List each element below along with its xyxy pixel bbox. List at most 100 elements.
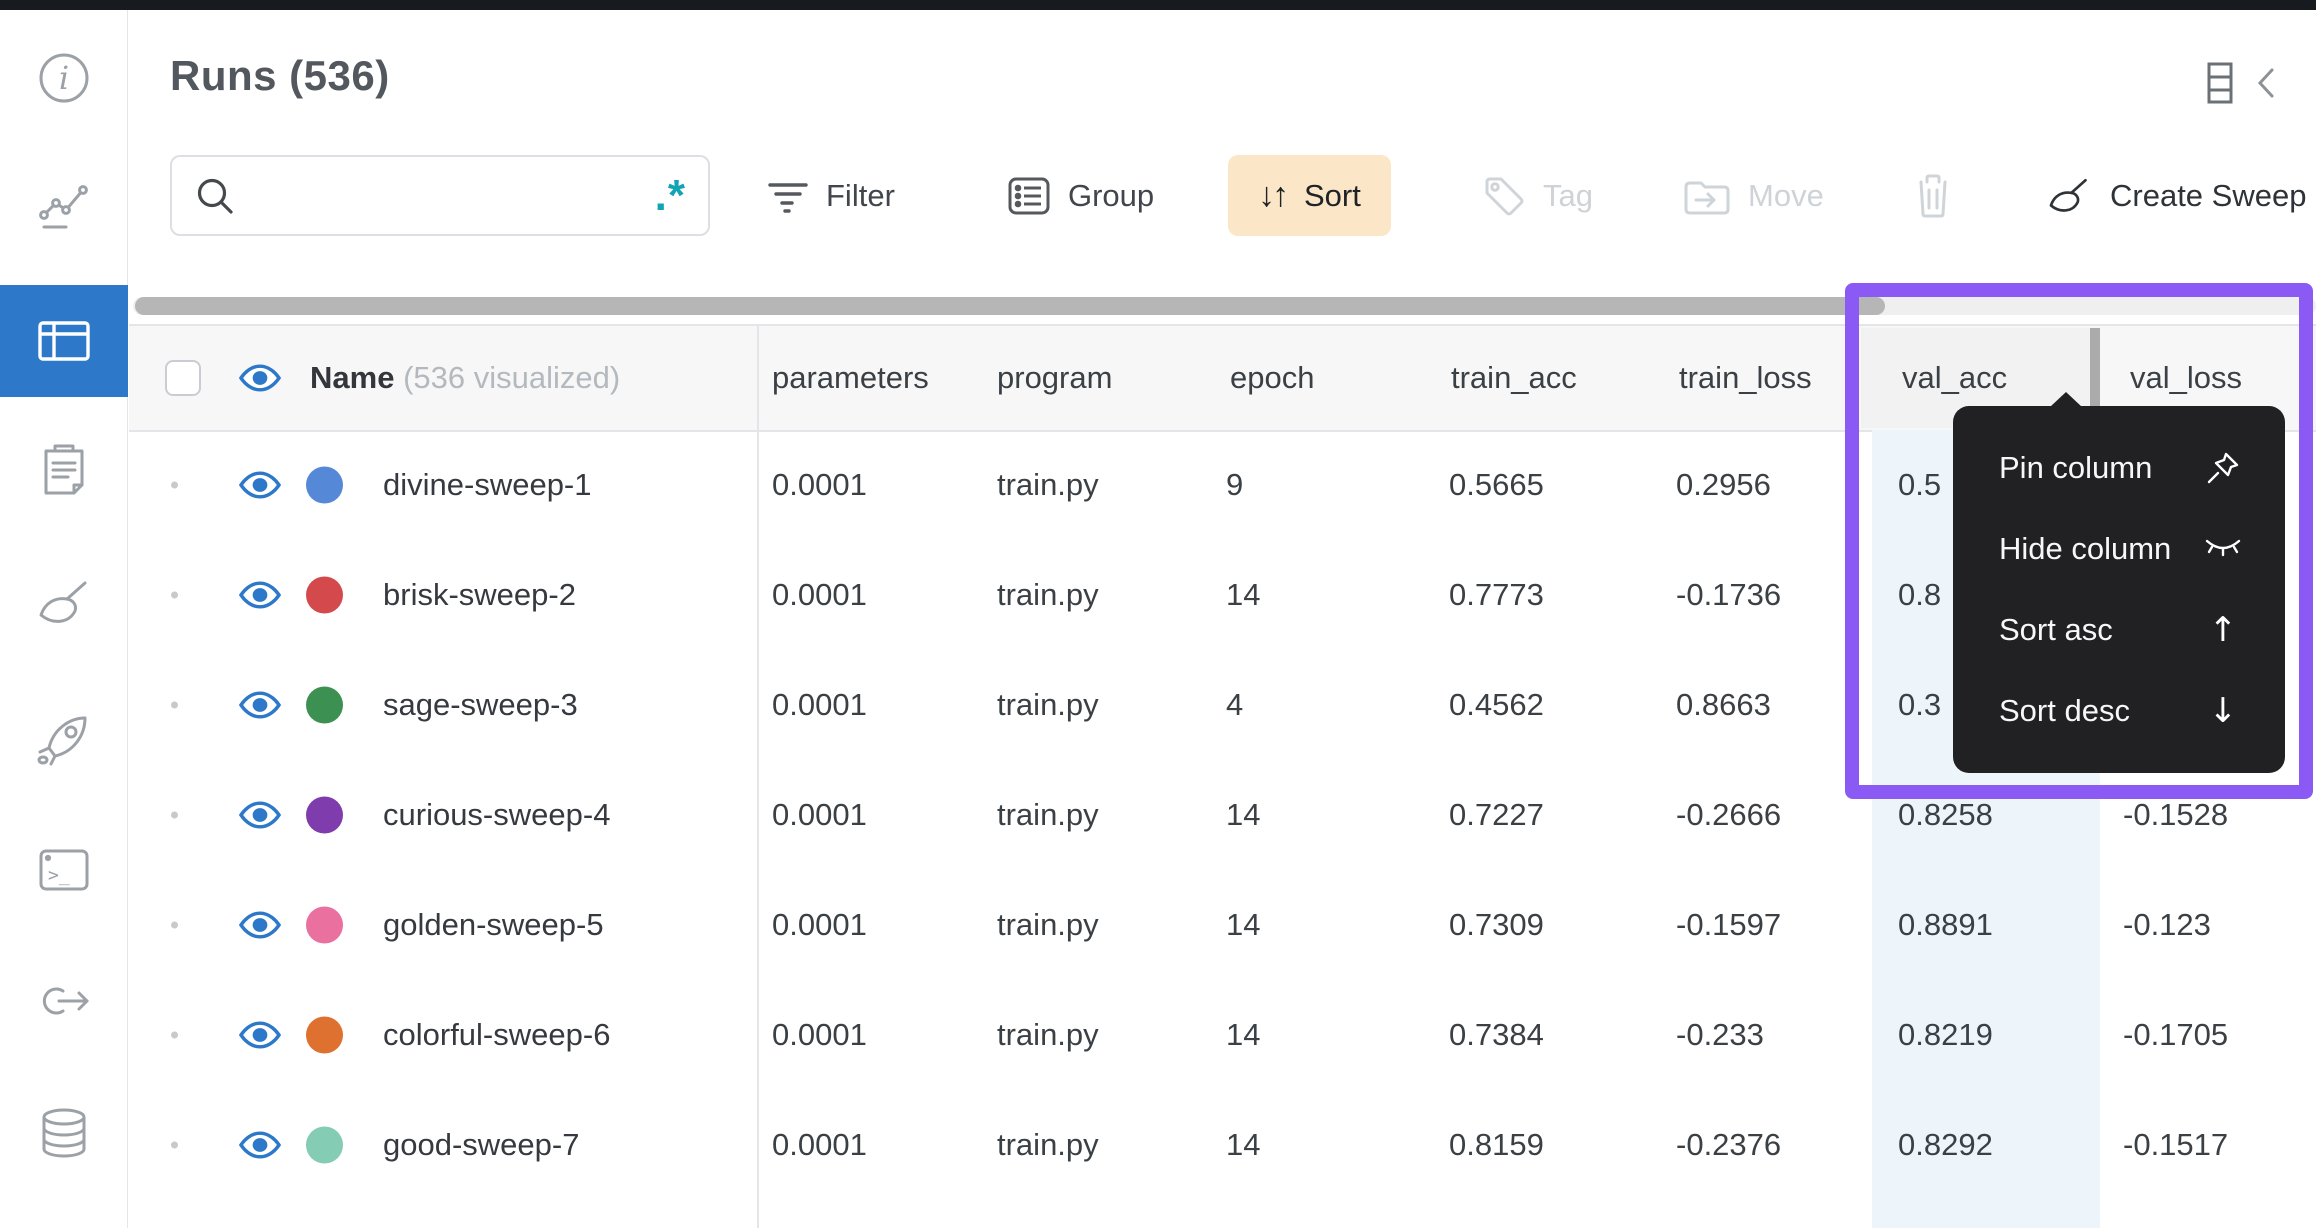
table-row[interactable]: sage-sweep-3 0.0001 train.py 4 0.4562 0.… [129, 650, 2316, 760]
table-row[interactable]: divine-sweep-1 0.0001 train.py 9 0.5665 … [129, 430, 2316, 540]
name-subtext: (536 visualized) [403, 360, 621, 395]
menu-item-sort-asc[interactable]: Sort asc ↑ [1953, 589, 2285, 670]
run-name[interactable]: good-sweep-7 [383, 1127, 580, 1162]
row-drag-handle[interactable] [171, 591, 178, 599]
sidebar-item-sweeps[interactable] [0, 548, 128, 658]
run-name[interactable]: divine-sweep-1 [383, 467, 592, 502]
search-input[interactable] [234, 165, 655, 226]
cell-program: train.py [997, 577, 1099, 612]
column-panel-icon[interactable] [2206, 62, 2234, 104]
run-color-dot[interactable] [306, 796, 343, 834]
row-drag-handle[interactable] [171, 1031, 178, 1039]
sort-button[interactable]: ↓↑ Sort [1228, 155, 1391, 236]
run-color-dot[interactable] [306, 466, 343, 504]
sidebar-item-runs-table[interactable] [0, 285, 128, 397]
sidebar-item-info[interactable]: i [0, 23, 128, 133]
cell-parameters: 0.0001 [772, 797, 867, 832]
row-drag-handle[interactable] [171, 921, 178, 929]
cell-train-acc: 0.4562 [1449, 687, 1544, 722]
column-header-name[interactable]: Name (536 visualized) [310, 360, 621, 395]
table-row[interactable]: golden-sweep-5 0.0001 train.py 14 0.7309… [129, 870, 2316, 980]
row-drag-handle[interactable] [171, 1141, 178, 1149]
row-visibility-eye-icon[interactable] [239, 1020, 281, 1050]
row-drag-handle[interactable] [171, 701, 178, 709]
create-sweep-broom-icon [2049, 178, 2087, 212]
cell-val-loss: -0.123 [2123, 907, 2211, 942]
row-drag-handle[interactable] [171, 481, 178, 489]
tag-button[interactable]: Tag [1483, 155, 1593, 236]
row-visibility-eye-icon[interactable] [239, 470, 281, 500]
cell-parameters: 0.0001 [772, 907, 867, 942]
row-visibility-eye-icon[interactable] [239, 690, 281, 720]
run-name[interactable]: curious-sweep-4 [383, 797, 611, 832]
column-header-val-acc[interactable]: val_acc [1902, 360, 2008, 395]
row-drag-handle[interactable] [171, 811, 178, 819]
run-color-dot[interactable] [306, 1016, 343, 1054]
eye-closed-icon [2203, 538, 2243, 560]
menu-item-pin-column[interactable]: Pin column [1953, 427, 2285, 508]
run-color-dot[interactable] [306, 906, 343, 944]
row-visibility-eye-icon[interactable] [239, 1130, 281, 1160]
run-name[interactable]: sage-sweep-3 [383, 687, 578, 722]
select-all-checkbox[interactable] [165, 360, 201, 396]
menu-caret [2050, 392, 2082, 407]
filter-label: Filter [826, 177, 895, 213]
table-row[interactable]: curious-sweep-4 0.0001 train.py 14 0.722… [129, 760, 2316, 870]
cell-val-loss: -0.1528 [2123, 797, 2229, 832]
sidebar-item-logs[interactable]: >_ [0, 815, 128, 925]
menu-item-sort-desc[interactable]: Sort desc ↓ [1953, 670, 2285, 751]
filter-button[interactable]: Filter [768, 155, 895, 236]
delete-button[interactable] [1913, 155, 1953, 236]
group-icon [1008, 177, 1050, 214]
cell-train-loss: -0.233 [1676, 1017, 1764, 1052]
page-title: Runs (536) [170, 52, 390, 99]
column-header-program[interactable]: program [997, 360, 1113, 395]
row-visibility-eye-icon[interactable] [239, 800, 281, 830]
column-header-train-loss[interactable]: train_loss [1679, 360, 1812, 395]
table-row[interactable]: good-sweep-7 0.0001 train.py 14 0.8159 -… [129, 1090, 2316, 1200]
cell-epoch: 14 [1226, 1017, 1261, 1052]
table-row[interactable]: colorful-sweep-6 0.0001 train.py 14 0.73… [129, 980, 2316, 1090]
run-name[interactable]: brisk-sweep-2 [383, 577, 576, 612]
row-visibility-eye-icon[interactable] [239, 580, 281, 610]
cell-epoch: 14 [1226, 797, 1261, 832]
sidebar-item-reports[interactable] [0, 946, 128, 1056]
search-box: .* [170, 155, 710, 236]
table-row[interactable]: brisk-sweep-2 0.0001 train.py 14 0.7773 … [129, 540, 2316, 650]
sidebar-item-notes[interactable] [0, 413, 128, 523]
cell-train-loss: -0.1736 [1676, 577, 1782, 612]
column-header-epoch[interactable]: epoch [1230, 360, 1315, 395]
run-color-dot[interactable] [306, 1126, 343, 1164]
cell-train-acc: 0.7227 [1449, 797, 1544, 832]
run-name[interactable]: golden-sweep-5 [383, 907, 604, 942]
arrow-up-icon: ↑ [2208, 609, 2238, 650]
sidebar-item-charts[interactable] [0, 150, 128, 260]
row-visibility-eye-icon[interactable] [239, 910, 281, 940]
sidebar-item-launch[interactable] [0, 683, 128, 793]
collapse-chevron-icon[interactable] [2256, 66, 2276, 100]
horizontal-scrollbar-thumb[interactable] [135, 297, 1885, 315]
menu-item-hide-column[interactable]: Hide column [1953, 508, 2285, 589]
table-icon [38, 321, 90, 361]
create-sweep-button[interactable]: Create Sweep [2046, 155, 2306, 236]
move-button[interactable]: Move [1682, 155, 1824, 236]
column-header-val-loss[interactable]: val_loss [2130, 360, 2242, 395]
cell-parameters: 0.0001 [772, 1017, 867, 1052]
cell-epoch: 14 [1226, 1127, 1261, 1162]
clipboard-icon [44, 444, 84, 495]
regex-toggle-icon[interactable]: .* [654, 170, 686, 220]
run-color-dot[interactable] [306, 686, 343, 724]
cell-train-loss: -0.2376 [1676, 1127, 1782, 1162]
visibility-eye-icon[interactable] [239, 363, 281, 393]
run-name[interactable]: colorful-sweep-6 [383, 1017, 611, 1052]
column-resize-handle[interactable] [2090, 328, 2100, 428]
group-button[interactable]: Group [1008, 155, 1154, 236]
run-color-dot[interactable] [306, 576, 343, 614]
sidebar-item-artifacts[interactable] [0, 1078, 128, 1188]
window-top-strip [0, 0, 2316, 10]
column-header-train-acc[interactable]: train_acc [1451, 360, 1577, 395]
column-header-parameters[interactable]: parameters [772, 360, 929, 395]
cell-train-loss: 0.8663 [1676, 687, 1771, 722]
move-folder-icon [1684, 181, 1730, 214]
